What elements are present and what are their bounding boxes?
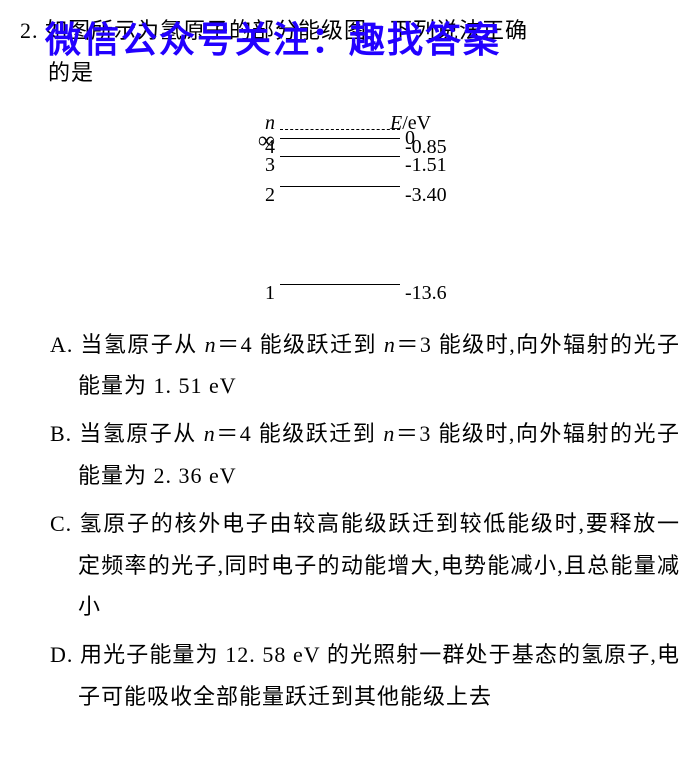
level-e-2: -3.40 [405,176,447,214]
energy-level-1: 1 -13.6 [250,284,450,304]
watermark-overlay: 微信公众号关注：趣找答案 [45,6,501,74]
level-line-2 [280,186,400,187]
question-header: 微信公众号关注：趣找答案 2. 如图所示为氢原子的部分能级图，下列说法正确 的是 [20,10,680,94]
level-line-3 [280,156,400,157]
question-number: 2. [20,18,39,43]
option-d: D. 用光子能量为 12. 58 eV 的光照射一群处于基态的氢原子,电子可能吸… [50,634,680,718]
option-a: A. 当氢原子从 n＝4 能级跃迁到 n＝3 能级时,向外辐射的光子能量为 1.… [50,324,680,408]
level-n-1: 1 [250,274,275,312]
option-c: C. 氢原子的核外电子由较高能级跃迁到较低能级时,要释放一定频率的光子,同时电子… [50,503,680,628]
level-line-4 [280,138,400,139]
energy-level-2: 2 -3.40 [250,186,450,206]
energy-level-3: 3 -1.51 [250,156,450,176]
level-e-1: -13.6 [405,274,447,312]
level-n-2: 2 [250,176,275,214]
option-b: B. 当氢原子从 n＝4 能级跃迁到 n＝3 能级时,向外辐射的光子能量为 2.… [50,413,680,497]
level-line-1 [280,284,400,285]
options-list: A. 当氢原子从 n＝4 能级跃迁到 n＝3 能级时,向外辐射的光子能量为 1.… [20,324,680,718]
level-line-inf [280,129,400,130]
energy-level-diagram: n E/eV ∞ 0 4 -0.85 3 -1.51 2 -3.40 1 -13… [200,104,500,304]
